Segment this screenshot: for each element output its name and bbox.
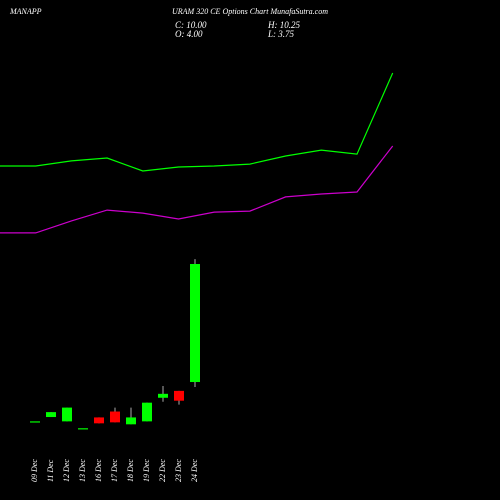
candle-body: [46, 412, 56, 418]
candle-body: [126, 417, 136, 425]
open-label: O: 4.00: [175, 29, 203, 39]
x-tick-label: 09 Dec: [30, 459, 39, 482]
candle-body: [78, 428, 88, 430]
candle-body: [174, 390, 184, 401]
x-tick-label: 17 Dec: [110, 459, 119, 482]
x-tick-label: 12 Dec: [62, 459, 71, 482]
candle-body: [190, 264, 200, 383]
x-tick-label: 19 Dec: [142, 459, 151, 482]
x-tick-label: 23 Dec: [174, 459, 183, 482]
candle-body: [110, 411, 120, 423]
candle-body: [142, 402, 152, 422]
candle-body: [30, 421, 40, 423]
overlay-line: [0, 72, 394, 172]
chart-title: URAM 320 CE Options Chart MunafaSutra.co…: [172, 7, 328, 16]
low-label: L: 3.75: [267, 29, 295, 39]
x-tick-label: 18 Dec: [126, 459, 135, 482]
candle-body: [94, 417, 104, 424]
x-tick-label: 24 Dec: [190, 459, 199, 482]
title-left: MANAPP: [9, 7, 42, 16]
x-tick-label: 22 Dec: [158, 459, 167, 482]
high-label: H: 10.25: [267, 20, 300, 30]
x-tick-label: 11 Dec: [46, 459, 55, 482]
candle-body: [62, 407, 72, 422]
x-tick-label: 13 Dec: [78, 459, 87, 482]
overlay-line: [0, 145, 394, 234]
x-tick-label: 16 Dec: [94, 459, 103, 482]
close-label: C: 10.00: [175, 20, 207, 30]
candle-body: [158, 393, 168, 398]
